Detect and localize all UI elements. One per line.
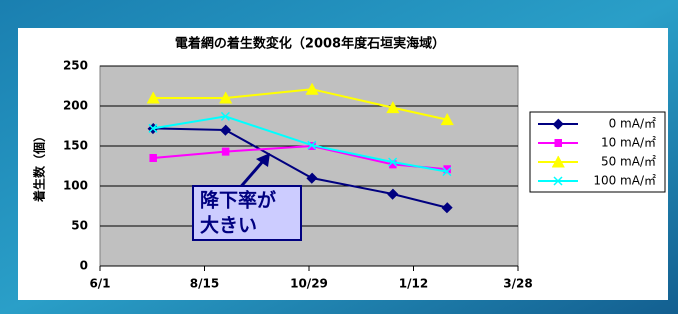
y-tick-label: 100 xyxy=(63,179,88,193)
x-tick-label: 1/12 xyxy=(399,277,428,291)
legend-label: 50 mA/㎡ xyxy=(601,155,656,169)
marker xyxy=(149,155,156,162)
y-tick-label: 200 xyxy=(63,99,88,113)
y-tick-label: 50 xyxy=(71,219,88,233)
marker xyxy=(222,148,229,155)
x-tick-label: 10/29 xyxy=(290,277,328,291)
annotation-text: 降下率が xyxy=(200,189,276,212)
x-tick-label: 3/28 xyxy=(503,277,532,291)
legend-label: 0 mA/㎡ xyxy=(609,117,656,131)
y-tick-label: 0 xyxy=(80,259,88,273)
legend-marker xyxy=(555,140,562,147)
slide: 電着網の着生数変化（2008年度石垣実海域） 着生数（個） 0 50 100 150 2… xyxy=(0,0,678,314)
x-tick-label: 8/15 xyxy=(190,277,219,291)
annotation-text: 大きい xyxy=(200,214,257,237)
chart-title: 電着網の着生数変化（2008年度石垣実海域） xyxy=(175,36,445,52)
y-tick-label: 150 xyxy=(63,139,88,153)
plot-area xyxy=(100,66,518,266)
legend-label: 10 mA/㎡ xyxy=(601,136,656,150)
y-tick-label: 250 xyxy=(63,59,88,73)
legend-label: 100 mA/㎡ xyxy=(593,174,656,188)
x-tick-label: 6/1 xyxy=(89,277,110,291)
y-axis-label: 着生数（個） xyxy=(32,130,47,203)
